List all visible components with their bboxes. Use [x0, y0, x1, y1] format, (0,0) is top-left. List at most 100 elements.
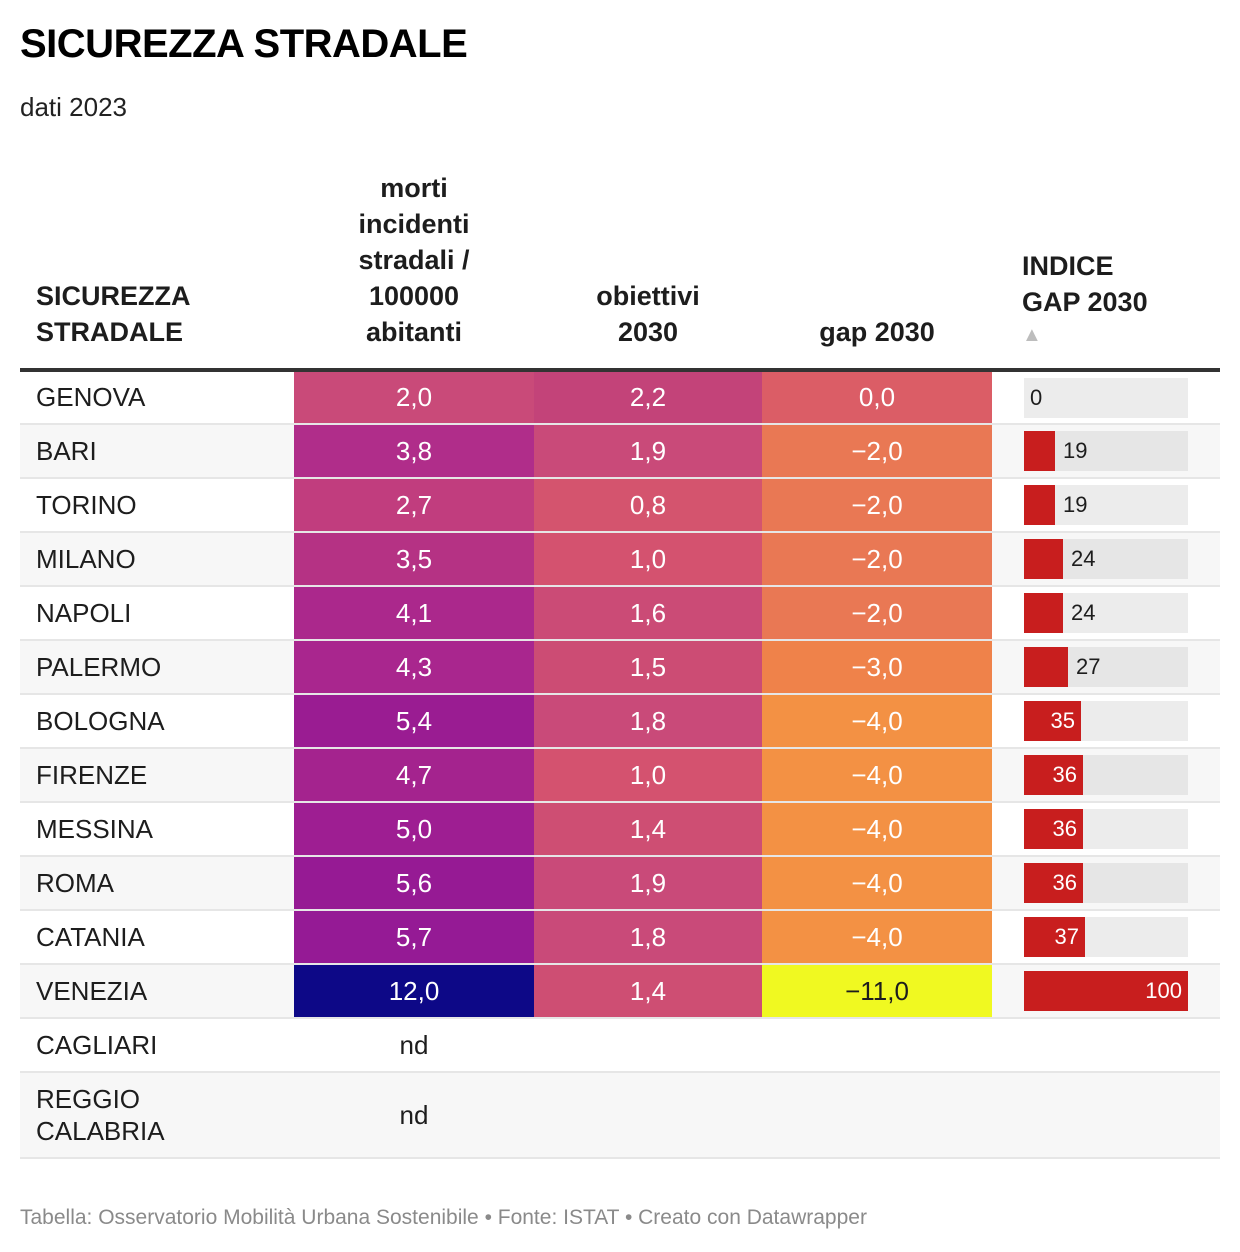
- bar-track: 24: [1024, 593, 1188, 633]
- cell-morti: 4,3: [294, 640, 534, 695]
- bar-value-label: 36: [1052, 762, 1077, 787]
- table-row: CAGLIARI nd: [20, 1018, 1220, 1073]
- table-row: TORINO 2,7 0,8 −2,0 19: [20, 478, 1220, 533]
- table-row: ROMA 5,6 1,9 −4,0 36: [20, 856, 1220, 911]
- bar-track: 0: [1024, 377, 1188, 418]
- cell-gap: −4,0: [762, 748, 992, 803]
- data-table: SICUREZZA STRADALE morti incidenti strad…: [20, 170, 1220, 1159]
- cell-indice: 36: [992, 748, 1220, 803]
- bar-track: 35: [1024, 701, 1188, 741]
- table-row: NAPOLI 4,1 1,6 −2,0 24: [20, 586, 1220, 641]
- cell-obiettivi: 1,9: [534, 856, 762, 911]
- cell-city: BOLOGNA: [20, 694, 294, 749]
- cell-indice: 36: [992, 802, 1220, 857]
- bar-value-label: 36: [1052, 870, 1077, 895]
- bar-track: 19: [1024, 431, 1188, 471]
- table-row: MILANO 3,5 1,0 −2,0 24: [20, 532, 1220, 587]
- table-header-row: SICUREZZA STRADALE morti incidenti strad…: [20, 170, 1220, 372]
- bar-fill: [1024, 863, 1083, 903]
- bar-fill: [1024, 809, 1083, 849]
- cell-indice: 0: [992, 370, 1220, 425]
- cell-indice: [992, 1018, 1220, 1073]
- page-title: SICUREZZA STRADALE: [20, 22, 468, 66]
- cell-morti: 2,0: [294, 370, 534, 425]
- bar-value-label: 100: [1145, 978, 1182, 1003]
- bar-fill: [1024, 593, 1063, 633]
- cell-city: CATANIA: [20, 910, 294, 965]
- cell-morti: 3,5: [294, 532, 534, 587]
- cell-obiettivi: 2,2: [534, 370, 762, 425]
- table-row: VENEZIA 12,0 1,4 −11,0 100: [20, 964, 1220, 1019]
- cell-obiettivi: 1,0: [534, 748, 762, 803]
- bar-fill: [1024, 971, 1188, 1011]
- bar-fill: [1024, 755, 1083, 795]
- cell-morti: 5,4: [294, 694, 534, 749]
- bar-fill: [1024, 431, 1055, 471]
- cell-obiettivi: [534, 1072, 762, 1159]
- page-subtitle: dati 2023: [20, 92, 127, 122]
- sort-ascending-icon[interactable]: ▲: [1022, 324, 1042, 346]
- bar-fill: [1024, 539, 1063, 579]
- cell-gap: 0,0: [762, 370, 992, 425]
- bar-track: 24: [1024, 539, 1188, 579]
- column-header-gap[interactable]: gap 2030: [762, 170, 992, 372]
- column-header-indice[interactable]: INDICE GAP 2030 ▲: [992, 170, 1220, 372]
- cell-morti: nd: [294, 1072, 534, 1159]
- cell-indice: 37: [992, 910, 1220, 965]
- cell-gap: [762, 1072, 992, 1159]
- bar-value-label: 35: [1050, 708, 1075, 733]
- cell-city: CAGLIARI: [20, 1018, 294, 1073]
- cell-gap: −2,0: [762, 532, 992, 587]
- cell-morti: 2,7: [294, 478, 534, 533]
- cell-obiettivi: [534, 1018, 762, 1073]
- bar-fill: [1024, 485, 1055, 525]
- column-header-morti[interactable]: morti incidenti stradali / 100000 abitan…: [294, 170, 534, 372]
- cell-gap: −2,0: [762, 478, 992, 533]
- bar-track: 36: [1024, 863, 1188, 903]
- cell-obiettivi: 1,4: [534, 802, 762, 857]
- column-header-obiettivi[interactable]: obiettivi 2030: [534, 170, 762, 372]
- bar-fill: [1024, 647, 1068, 687]
- cell-obiettivi: 1,0: [534, 532, 762, 587]
- cell-obiettivi: 1,8: [534, 910, 762, 965]
- column-header-city[interactable]: SICUREZZA STRADALE: [20, 170, 294, 372]
- cell-indice: 24: [992, 586, 1220, 641]
- cell-indice: 100: [992, 964, 1220, 1019]
- cell-morti: 4,1: [294, 586, 534, 641]
- cell-gap: −2,0: [762, 424, 992, 479]
- cell-morti: 5,7: [294, 910, 534, 965]
- source-footer: Tabella: Osservatorio Mobilità Urbana So…: [20, 1206, 867, 1229]
- cell-city: NAPOLI: [20, 586, 294, 641]
- cell-gap: −4,0: [762, 910, 992, 965]
- bar-value-label: 27: [1076, 654, 1101, 679]
- bar-fill: [1024, 701, 1081, 741]
- cell-obiettivi: 1,9: [534, 424, 762, 479]
- table-row: BOLOGNA 5,4 1,8 −4,0 35: [20, 694, 1220, 749]
- bar-value-label: 24: [1071, 546, 1096, 571]
- cell-indice: 36: [992, 856, 1220, 911]
- bar-track: 37: [1024, 917, 1188, 957]
- table-row: REGGIO CALABRIA nd: [20, 1072, 1220, 1159]
- cell-gap: −4,0: [762, 856, 992, 911]
- cell-gap: −4,0: [762, 802, 992, 857]
- cell-obiettivi: 1,6: [534, 586, 762, 641]
- bar-value-label: 37: [1054, 924, 1079, 949]
- cell-gap: −2,0: [762, 586, 992, 641]
- cell-city: BARI: [20, 424, 294, 479]
- cell-city: FIRENZE: [20, 748, 294, 803]
- table-row: PALERMO 4,3 1,5 −3,0 27: [20, 640, 1220, 695]
- bar-track: 27: [1024, 647, 1188, 687]
- cell-indice: 35: [992, 694, 1220, 749]
- cell-gap: [762, 1018, 992, 1073]
- cell-city: TORINO: [20, 478, 294, 533]
- cell-morti: 12,0: [294, 964, 534, 1019]
- cell-obiettivi: 0,8: [534, 478, 762, 533]
- bar-value-label: 24: [1071, 600, 1096, 625]
- cell-indice: 19: [992, 424, 1220, 479]
- cell-morti: 4,7: [294, 748, 534, 803]
- cell-obiettivi: 1,4: [534, 964, 762, 1019]
- cell-gap: −4,0: [762, 694, 992, 749]
- cell-city: MILANO: [20, 532, 294, 587]
- cell-city: GENOVA: [20, 370, 294, 425]
- table-row: FIRENZE 4,7 1,0 −4,0 36: [20, 748, 1220, 803]
